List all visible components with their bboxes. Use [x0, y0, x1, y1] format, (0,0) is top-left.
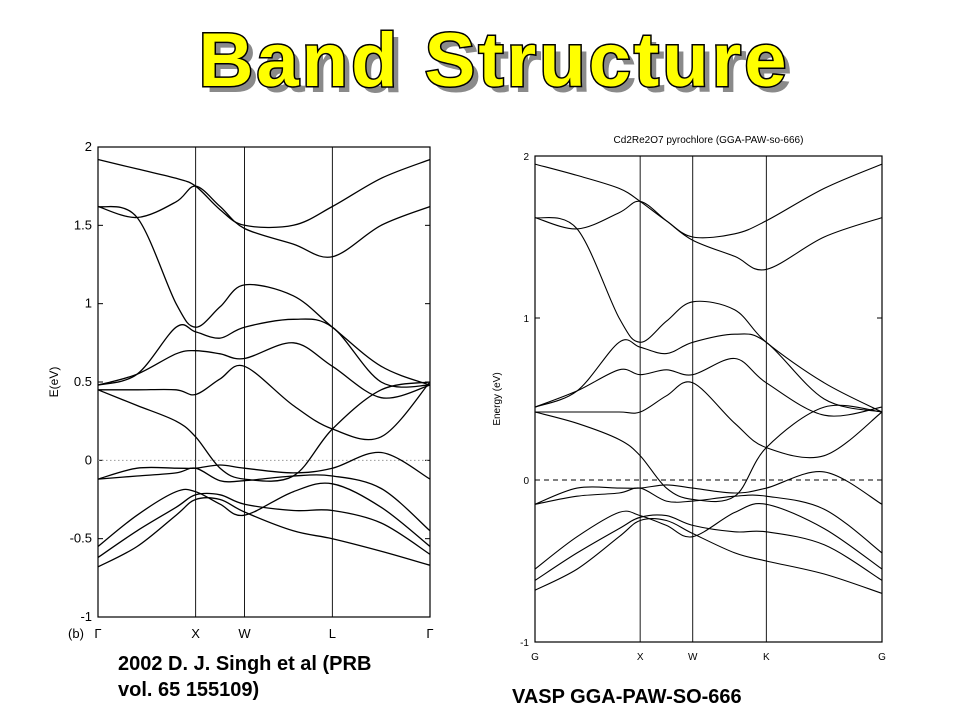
- band-line-9: [534, 333, 883, 413]
- y-tick-label: -1: [80, 609, 92, 624]
- band-line-7: [97, 364, 431, 441]
- x-tick-label: L: [329, 626, 336, 641]
- band-line-12: [97, 158, 431, 229]
- band-line-6: [534, 404, 883, 503]
- band-line-3: [534, 503, 883, 570]
- x-tick-label: G: [531, 652, 539, 663]
- band-line-4: [97, 467, 431, 532]
- left-band-chart-svg: Γ X W L Γ-1-0.500.511.52E(eV)(b): [47, 139, 434, 641]
- band-line-2: [97, 492, 431, 559]
- left-band-chart: Γ X W L Γ -1 -0.5 0 0.5 1 1.5 2 E(eV) (b): [40, 135, 440, 650]
- band-line-7: [535, 381, 883, 459]
- x-tick-label: K: [763, 652, 770, 663]
- x-tick-label: Γ: [94, 626, 101, 641]
- band-line-5: [97, 451, 431, 480]
- y-tick-label: 2: [85, 139, 92, 154]
- left-caption-line2: vol. 65 155109): [118, 679, 260, 701]
- band-line-9: [97, 318, 431, 388]
- right-band-chart: Cd2Re2O7 pyrochlore (GGA-PAW-so-666) G X W K…: [480, 125, 900, 670]
- left-caption: 2002 D. J. Singh et al (PRB vol. 65 1551…: [118, 651, 438, 703]
- band-line-11: [97, 185, 431, 258]
- x-tick-label: W: [688, 652, 698, 663]
- band-line-3: [97, 482, 431, 548]
- band-line-11: [534, 200, 883, 271]
- y-tick-label: 2: [523, 152, 529, 163]
- band-line-4: [534, 487, 883, 554]
- plot-frame: [534, 155, 883, 643]
- x-tick-label: X: [637, 652, 644, 663]
- y-tick-label: 1: [523, 314, 529, 325]
- band-line-8: [97, 342, 431, 399]
- band-line-10: [97, 205, 431, 386]
- main-title: Band Structure Band Structure: [197, 17, 796, 110]
- y-tick-label: 0.5: [74, 374, 92, 389]
- title-text: Band Structure: [199, 18, 790, 103]
- y-tick-label: 0: [85, 452, 92, 467]
- x-tick-label: G: [878, 652, 886, 663]
- title-shadow: Band Structure: [205, 24, 796, 109]
- y-axis-label: Energy (eV): [492, 372, 503, 425]
- x-tick-label: X: [191, 626, 200, 641]
- x-tick-label: Γ: [426, 626, 433, 641]
- band-line-1: [97, 497, 431, 568]
- y-tick-label: -0.5: [70, 531, 92, 546]
- y-axis-label: E(eV): [47, 367, 61, 398]
- chart-title: Cd2Re2O7 pyrochlore (GGA-PAW-so-666): [614, 135, 804, 146]
- band-line-10: [534, 217, 883, 413]
- right-caption: VASP GGA-PAW-SO-666: [512, 686, 742, 708]
- y-tick-label: -1: [520, 638, 529, 649]
- band-line-2: [534, 514, 883, 581]
- right-band-chart-svg: Cd2Re2O7 pyrochlore (GGA-PAW-so-666) G X W K…: [492, 135, 886, 663]
- band-line-12: [534, 163, 883, 239]
- band-line-6: [97, 381, 431, 482]
- y-tick-label: 0: [523, 476, 529, 487]
- x-tick-label: W: [238, 626, 251, 641]
- left-caption-line1: 2002 D. J. Singh et al (PRB: [118, 653, 372, 675]
- band-line-1: [534, 518, 883, 594]
- band-line-8: [534, 357, 883, 417]
- y-tick-label: 1: [85, 296, 92, 311]
- panel-label: (b): [68, 626, 84, 641]
- y-tick-label: 1.5: [74, 217, 92, 232]
- band-line-5: [534, 471, 883, 505]
